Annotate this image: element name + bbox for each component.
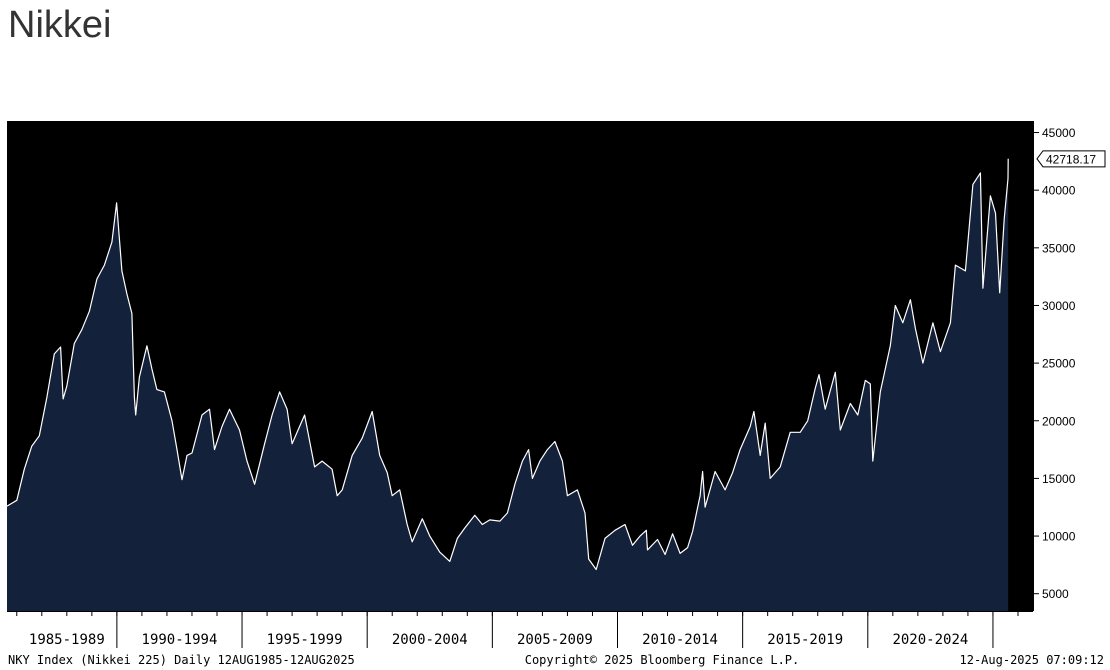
x-period-label: 1990-1994	[142, 632, 218, 648]
series-area	[7, 158, 1009, 612]
x-period-label: 2015-2019	[767, 632, 843, 648]
y-tick-label: 25000	[1042, 357, 1076, 371]
page-title: Nikkei	[8, 4, 112, 46]
footer-copyright: Copyright© 2025 Bloomberg Finance L.P.	[525, 653, 800, 667]
y-tick-label: 5000	[1042, 587, 1069, 601]
x-period-label: 2010-2014	[642, 632, 718, 648]
x-period-label: 2020-2024	[892, 632, 968, 648]
y-tick-label: 30000	[1042, 299, 1076, 313]
x-period-label: 1985-1989	[29, 632, 105, 648]
y-tick-label: 40000	[1042, 184, 1076, 198]
footer-source: NKY Index (Nikkei 225) Daily 12AUG1985-1…	[8, 653, 355, 667]
x-period-label: 2005-2009	[517, 632, 593, 648]
y-tick-label: 35000	[1042, 241, 1076, 255]
series-line	[6, 158, 1009, 571]
y-tick-label: 10000	[1042, 530, 1076, 544]
x-period-label: 2000-2004	[392, 632, 468, 648]
y-tick-label: 20000	[1042, 414, 1076, 428]
x-period-label: 1995-1999	[267, 632, 343, 648]
y-tick-label: 45000	[1042, 126, 1076, 140]
y-tick-label: 15000	[1042, 472, 1076, 486]
last-value-label: 42718.17	[1046, 152, 1096, 166]
footer-timestamp: 12-Aug-2025 07:09:12	[960, 653, 1105, 667]
last-value-marker	[1036, 150, 1106, 168]
